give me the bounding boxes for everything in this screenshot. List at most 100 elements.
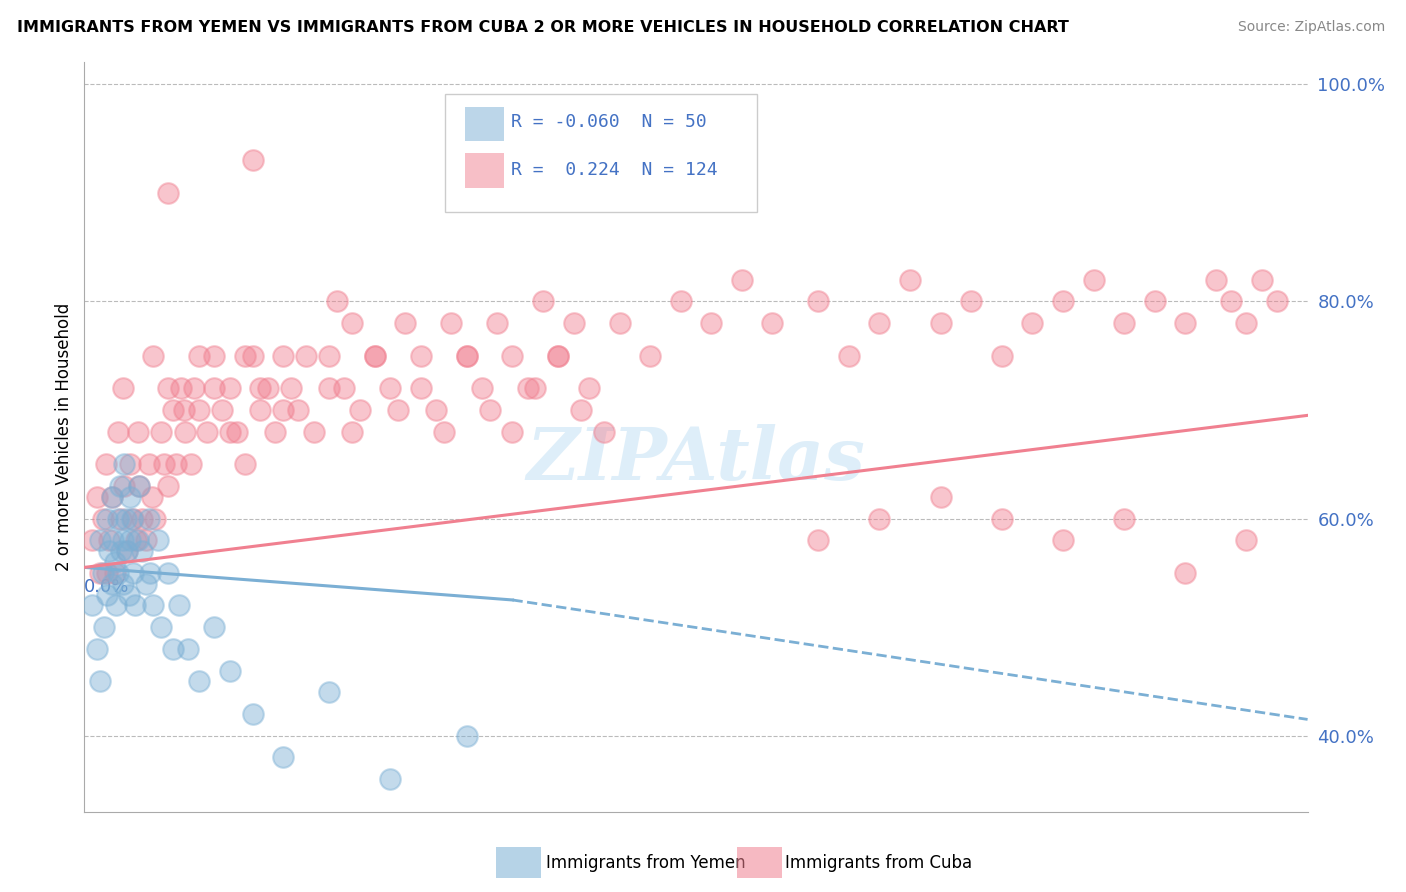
Point bbox=[157, 566, 180, 580]
Point bbox=[340, 316, 363, 330]
Point bbox=[101, 490, 124, 504]
Point bbox=[125, 533, 148, 548]
Point bbox=[807, 533, 830, 548]
Point bbox=[1174, 316, 1197, 330]
Point bbox=[242, 153, 264, 168]
Point bbox=[107, 566, 129, 580]
Point bbox=[96, 566, 118, 580]
Point bbox=[110, 544, 132, 558]
Point bbox=[174, 425, 197, 439]
Point bbox=[264, 425, 287, 439]
Point bbox=[502, 349, 524, 363]
Point bbox=[162, 403, 184, 417]
Point bbox=[86, 490, 108, 504]
Point bbox=[122, 511, 145, 525]
Point bbox=[107, 425, 129, 439]
Point bbox=[325, 294, 347, 309]
Point bbox=[165, 457, 187, 471]
Point bbox=[960, 294, 983, 309]
FancyBboxPatch shape bbox=[465, 153, 503, 187]
Point bbox=[104, 566, 127, 580]
Point bbox=[157, 479, 180, 493]
Point bbox=[569, 403, 592, 417]
Point bbox=[1236, 316, 1258, 330]
Point bbox=[157, 381, 180, 395]
Point bbox=[162, 641, 184, 656]
Point bbox=[94, 457, 117, 471]
Point bbox=[112, 479, 135, 493]
Point bbox=[387, 403, 409, 417]
Point bbox=[188, 349, 211, 363]
Point bbox=[128, 479, 150, 493]
Point bbox=[380, 381, 402, 395]
Point bbox=[1143, 294, 1166, 309]
Point bbox=[249, 381, 271, 395]
Point bbox=[86, 641, 108, 656]
Point bbox=[226, 425, 249, 439]
Point bbox=[638, 349, 661, 363]
Point bbox=[700, 316, 723, 330]
Point bbox=[440, 316, 463, 330]
Point bbox=[929, 316, 952, 330]
Point bbox=[120, 457, 142, 471]
Point bbox=[991, 349, 1014, 363]
Point bbox=[218, 664, 240, 678]
Point bbox=[115, 544, 138, 558]
Point bbox=[135, 533, 157, 548]
Point bbox=[96, 588, 118, 602]
Point bbox=[242, 349, 264, 363]
Point bbox=[115, 544, 138, 558]
Point bbox=[202, 381, 225, 395]
Point bbox=[143, 511, 166, 525]
Point bbox=[242, 706, 264, 721]
Point bbox=[531, 294, 554, 309]
Point bbox=[183, 381, 205, 395]
Point bbox=[233, 349, 256, 363]
Point bbox=[91, 566, 114, 580]
Point bbox=[96, 511, 118, 525]
Point bbox=[364, 349, 387, 363]
Point bbox=[302, 425, 325, 439]
Point bbox=[173, 403, 195, 417]
Point bbox=[80, 533, 103, 548]
Point bbox=[141, 490, 163, 504]
Point bbox=[188, 674, 211, 689]
Point bbox=[149, 425, 172, 439]
Point bbox=[425, 403, 447, 417]
Point bbox=[456, 729, 478, 743]
Point bbox=[456, 349, 478, 363]
Point bbox=[131, 544, 153, 558]
Point bbox=[761, 316, 783, 330]
Point bbox=[669, 294, 692, 309]
Point bbox=[1052, 294, 1074, 309]
Point bbox=[333, 381, 356, 395]
Point bbox=[486, 316, 509, 330]
Point bbox=[409, 381, 432, 395]
Point bbox=[111, 533, 134, 548]
Point bbox=[593, 425, 616, 439]
Point bbox=[1174, 566, 1197, 580]
Point bbox=[394, 316, 416, 330]
Point bbox=[898, 272, 921, 286]
Point bbox=[142, 599, 165, 613]
Point bbox=[340, 425, 363, 439]
Point bbox=[202, 620, 225, 634]
Point bbox=[110, 511, 132, 525]
Point bbox=[103, 533, 125, 548]
Point bbox=[177, 641, 200, 656]
Point bbox=[731, 272, 754, 286]
Point bbox=[120, 490, 142, 504]
Point bbox=[287, 403, 309, 417]
Point bbox=[127, 425, 149, 439]
Point bbox=[135, 576, 157, 591]
Point bbox=[1052, 533, 1074, 548]
Point bbox=[124, 599, 146, 613]
Point bbox=[89, 566, 111, 580]
Point bbox=[121, 511, 143, 525]
Point bbox=[280, 381, 302, 395]
Point bbox=[524, 381, 547, 395]
Point bbox=[138, 457, 160, 471]
Point bbox=[167, 599, 190, 613]
Point bbox=[93, 620, 115, 634]
Point bbox=[271, 403, 294, 417]
